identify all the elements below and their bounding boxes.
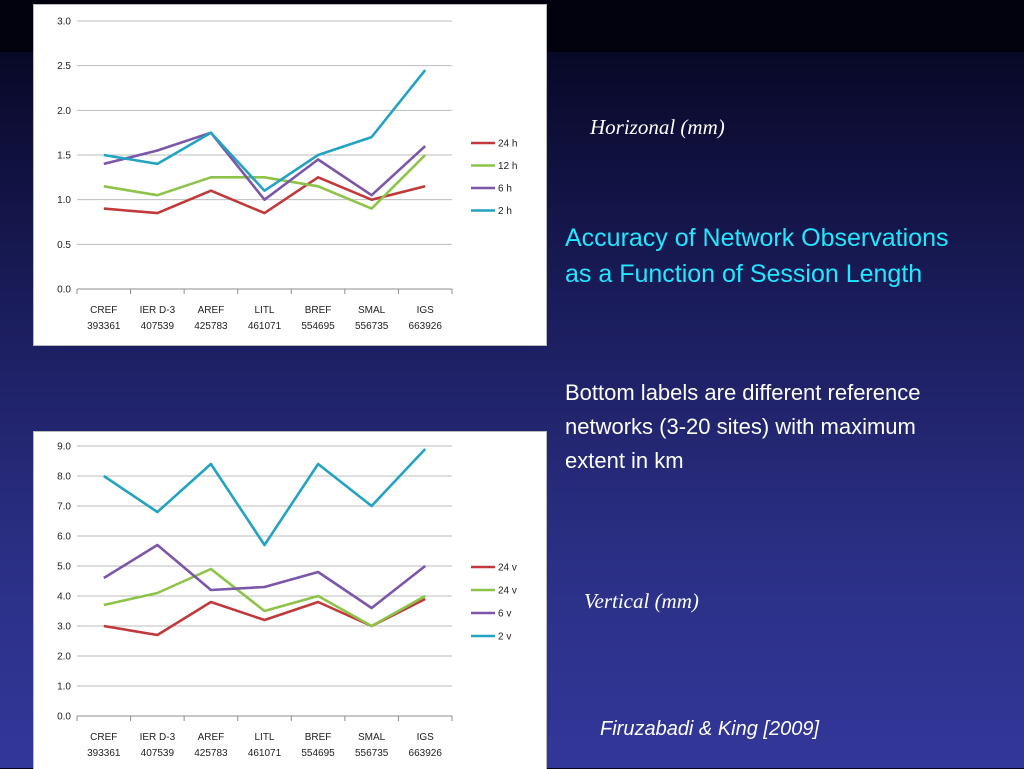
citation: Firuzabadi & King [2009] [600,718,820,740]
horizontal-chart-y-tick-label: 1.0 [57,195,71,206]
vertical-chart-x-tick-sublabel: 393361 [87,748,121,759]
horizontal-chart-legend-label-4: 2 h [498,206,512,217]
vertical-chart-x-tick-label: LITL [254,732,274,743]
horizontal-chart-x-tick-sublabel: 425783 [194,321,228,332]
horizontal-chart-legend-label-3: 6 h [498,184,512,195]
horizontal-chart-legend-label-1: 24 h [498,139,517,150]
slide-heading: Accuracy of Network Observations as a Fu… [565,220,1015,292]
horizontal-chart-y-tick-label: 1.5 [57,151,71,162]
vertical-chart-x-tick-label: IER D-3 [140,732,176,743]
slide-heading-line2: as a Function of Session Length [565,260,923,288]
horizontal-chart-legend-label-2: 12 h [498,161,517,172]
vertical-chart-y-tick-label: 3.0 [57,622,71,633]
vertical-chart-x-tick-sublabel: 556735 [355,748,389,759]
horizontal-label: Horizonal (mm) [590,115,725,139]
body-text-line3: extent in km [565,448,684,473]
horizontal-chart-series-line-2 [103,154,427,210]
horizontal-chart-x-tick-label: IGS [417,305,435,316]
vertical-chart-series-line-4 [103,448,427,547]
vertical-chart-x-tick-sublabel: 461071 [248,748,282,759]
vertical-chart-svg: 0.0 1.0 2.0 3.0 4.0 5.0 6.0 7.0 8.0 9.0 CREF 393361… [57,442,517,760]
vertical-chart-series-line-3 [103,543,427,610]
vertical-accuracy-chart: 0.0 1.0 2.0 3.0 4.0 5.0 6.0 7.0 8.0 9.0 CREF 393361… [33,431,547,769]
horizontal-chart-y-tick-label: 2.0 [57,106,71,117]
vertical-chart-x-tick-sublabel: 407539 [141,748,175,759]
horizontal-accuracy-chart: 0.0 0.5 1.0 1.5 2.0 2.5 3.0 CREF 393361 IER D-3 40… [33,4,547,346]
horizontal-chart-svg: 0.0 0.5 1.0 1.5 2.0 2.5 3.0 CREF 393361 IER D-3 40… [57,17,517,333]
horizontal-chart-x-tick-label: LITL [254,305,274,316]
vertical-chart-legend-label-2: 24 v [498,586,517,597]
vertical-chart-legend-label-3: 6 v [498,609,511,620]
horizontal-chart-y-tick-label: 0.0 [57,285,71,296]
vertical-chart-x-tick-label: IGS [417,732,435,743]
horizontal-chart-x-tick-label: SMAL [358,305,386,316]
vertical-chart-y-tick-label: 7.0 [57,502,71,513]
horizontal-chart-series-line-4 [103,69,427,192]
vertical-label: Vertical (mm) [584,589,699,613]
vertical-chart-x-tick-label: AREF [198,732,225,743]
horizontal-chart-series-line-3 [103,131,427,201]
vertical-chart-y-tick-label: 5.0 [57,562,71,573]
horizontal-chart-x-tick-sublabel: 554695 [301,321,335,332]
horizontal-chart-x-tick-label: CREF [90,305,117,316]
vertical-chart-y-tick-label: 1.0 [57,682,71,693]
body-text-line1: Bottom labels are different reference [565,380,921,405]
horizontal-chart-x-tick-sublabel: 407539 [141,321,175,332]
horizontal-chart-y-tick-label: 2.5 [57,61,71,72]
slide-body-text: Bottom labels are different reference ne… [565,376,1015,478]
vertical-chart-x-tick-sublabel: 554695 [301,748,335,759]
vertical-chart-y-tick-label: 4.0 [57,592,71,603]
horizontal-chart-x-tick-sublabel: 393361 [87,321,121,332]
horizontal-chart-x-tick-sublabel: 663926 [409,321,443,332]
vertical-chart-y-tick-label: 2.0 [57,652,71,663]
horizontal-chart-series-line-1 [103,176,426,215]
horizontal-chart-x-tick-sublabel: 556735 [355,321,389,332]
horizontal-chart-y-tick-label: 3.0 [57,17,71,28]
slide-heading-line1: Accuracy of Network Observations [565,224,949,252]
vertical-chart-x-tick-label: SMAL [358,732,386,743]
vertical-chart-y-tick-label: 9.0 [57,442,71,453]
horizontal-chart-y-tick-label: 0.5 [57,240,71,251]
horizontal-chart-x-tick-label: AREF [198,305,225,316]
vertical-chart-x-tick-sublabel: 663926 [409,748,443,759]
vertical-chart-x-tick-label: CREF [90,732,117,743]
vertical-chart-x-tick-sublabel: 425783 [194,748,228,759]
vertical-chart-series-line-2 [103,567,426,628]
horizontal-chart-x-tick-label: IER D-3 [140,305,176,316]
vertical-chart-x-tick-label: BREF [305,732,332,743]
body-text-line2: networks (3-20 sites) with maximum [565,414,916,439]
vertical-chart-legend-label-1: 24 v [498,563,517,574]
horizontal-chart-x-tick-label: BREF [305,305,332,316]
vertical-chart-y-tick-label: 8.0 [57,472,71,483]
vertical-chart-y-tick-label: 6.0 [57,532,71,543]
vertical-chart-legend-label-4: 2 v [498,632,511,643]
vertical-chart-y-tick-label: 0.0 [57,712,71,723]
horizontal-chart-x-tick-sublabel: 461071 [248,321,282,332]
